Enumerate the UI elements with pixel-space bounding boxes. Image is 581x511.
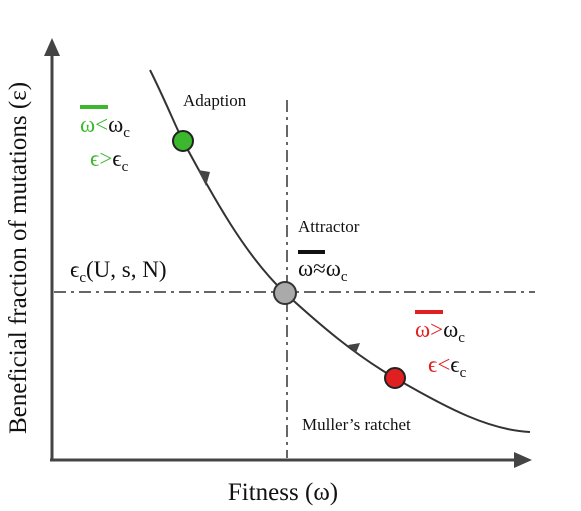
fitness-relation: ω<ωc: [80, 112, 130, 141]
symbol: ω: [443, 317, 458, 342]
fitness-relation: ω≈ωc: [298, 256, 348, 285]
relation: >: [99, 146, 112, 171]
x-label: Fitness (ω): [228, 479, 338, 506]
subscript: c: [79, 270, 86, 286]
subscript: c: [122, 159, 129, 175]
region-label: Muller’s ratchet: [302, 415, 411, 434]
args: (U, s, N): [86, 257, 167, 282]
symbol: ϵ: [428, 352, 437, 377]
symbol: ω: [326, 256, 341, 281]
symbol: ω: [415, 317, 430, 342]
x-arrow: [514, 452, 532, 468]
symbol: ϵ: [70, 257, 79, 282]
symbol: ω: [80, 112, 95, 137]
epsilon-relation: ϵ<ϵc: [428, 352, 467, 381]
symbol: ϵ: [450, 352, 459, 377]
relation: ≈: [313, 256, 326, 281]
symbol: ϵ: [90, 146, 99, 171]
flow-arrow: [198, 170, 210, 186]
symbol: ω: [108, 112, 123, 137]
region-label: Attractor: [298, 217, 360, 236]
relation: >: [430, 317, 443, 342]
trajectory: [149, 69, 531, 433]
relation: <: [95, 112, 108, 137]
subscript: c: [341, 269, 348, 285]
flow-arrow: [348, 343, 360, 353]
symbol: ϵ: [112, 146, 121, 171]
subscript: c: [460, 365, 467, 381]
threshold-label: ϵc(U, s, N): [70, 257, 166, 286]
epsilon-relation: ϵ>ϵc: [90, 146, 129, 175]
subscript: c: [458, 330, 465, 346]
attractor-point: [273, 281, 297, 305]
fitness-relation: ω>ωc: [415, 317, 465, 346]
adaption-point: [172, 130, 194, 152]
subscript: c: [123, 125, 130, 141]
symbol: ω: [298, 256, 313, 281]
region-label: Adaption: [183, 91, 247, 110]
relation: <: [437, 352, 450, 377]
ratchet-point: [384, 367, 406, 389]
y-arrow: [44, 38, 60, 56]
y-label: Beneficial fraction of mutations (ε): [5, 82, 32, 434]
